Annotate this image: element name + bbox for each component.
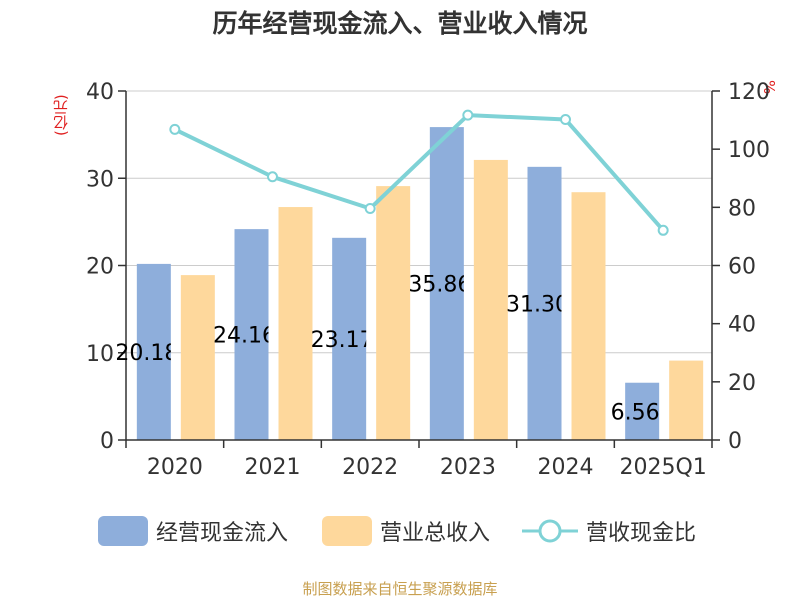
data-label-cash-inflow: 20.184 — [115, 341, 192, 366]
y-left-tick-label: 30 — [86, 167, 114, 192]
y-right-tick-label: 0 — [728, 429, 742, 454]
legend-label-revenue: 营业总收入 — [380, 521, 491, 546]
data-label-cash-inflow: 35.863 — [408, 273, 485, 298]
bar-cash-inflow — [136, 263, 171, 440]
y-left-tick-label: 0 — [100, 429, 114, 454]
point-ratio — [169, 123, 181, 135]
legend-item-ratio[interactable]: 营收现金比 — [522, 515, 696, 547]
line-ratio — [173, 113, 665, 232]
y-left-tick-label: 40 — [86, 80, 114, 105]
x-tick-label: 2020 — [147, 455, 203, 480]
y-right-tick-label: 80 — [728, 196, 756, 221]
bar-revenue — [180, 275, 215, 440]
bar-revenue — [278, 207, 313, 440]
bar-cash-inflow — [429, 127, 464, 440]
y-right-tick-label: 20 — [728, 371, 756, 396]
bar-revenue — [473, 159, 508, 441]
x-tick-label: 2024 — [538, 455, 594, 480]
source-note: 制图数据来自恒生聚源数据库 — [302, 580, 498, 598]
point-ratio — [657, 224, 669, 236]
legend-item-cash-inflow[interactable]: 经营现金流入 — [98, 515, 288, 547]
bar-revenue — [669, 360, 704, 440]
legend-item-revenue[interactable]: 营业总收入 — [322, 515, 490, 547]
bar-revenue — [376, 186, 411, 440]
legend-swatch-cash-inflow — [98, 516, 148, 546]
point-ratio — [267, 171, 278, 183]
data-label-cash-inflow: 31.308 — [506, 292, 583, 317]
point-ratio — [560, 114, 571, 126]
y-right-tick-label: 100 — [728, 138, 770, 163]
x-tick-label: 2021 — [245, 455, 301, 480]
legend-label-cash-inflow: 经营现金流入 — [156, 521, 289, 546]
y-left-tick-label: 10 — [86, 342, 114, 367]
point-ratio — [364, 202, 376, 214]
bar-cash-inflow — [625, 382, 660, 440]
legend-label-ratio: 营收现金比 — [586, 521, 697, 546]
y-right-tick-label: 60 — [728, 255, 756, 280]
legend-swatch-revenue — [322, 516, 372, 546]
x-tick-label: 2022 — [342, 455, 398, 480]
chart-title: 历年经营现金流入、营业收入情况 — [212, 9, 588, 38]
y-right-tick-label: 120 — [728, 80, 770, 105]
bar-cash-inflow — [527, 166, 562, 440]
x-tick-label: 2023 — [440, 455, 496, 480]
legend-swatch-ratio — [522, 519, 578, 543]
data-label-cash-inflow: 6.564 — [611, 400, 674, 425]
y-left-tick-label: 20 — [86, 255, 114, 280]
x-tick-label: 2025Q1 — [620, 455, 707, 480]
bar-cash-inflow — [234, 229, 269, 440]
point-ratio — [462, 109, 474, 121]
data-label-cash-inflow: 24.169 — [213, 324, 290, 349]
data-label-cash-inflow: 23.172 — [311, 328, 388, 353]
y-right-tick-label: 40 — [728, 313, 756, 338]
bar-cash-inflow — [332, 237, 367, 440]
legend: 经营现金流入 营业总收入 营收现金比 — [0, 515, 800, 555]
bar-revenue — [571, 192, 606, 440]
